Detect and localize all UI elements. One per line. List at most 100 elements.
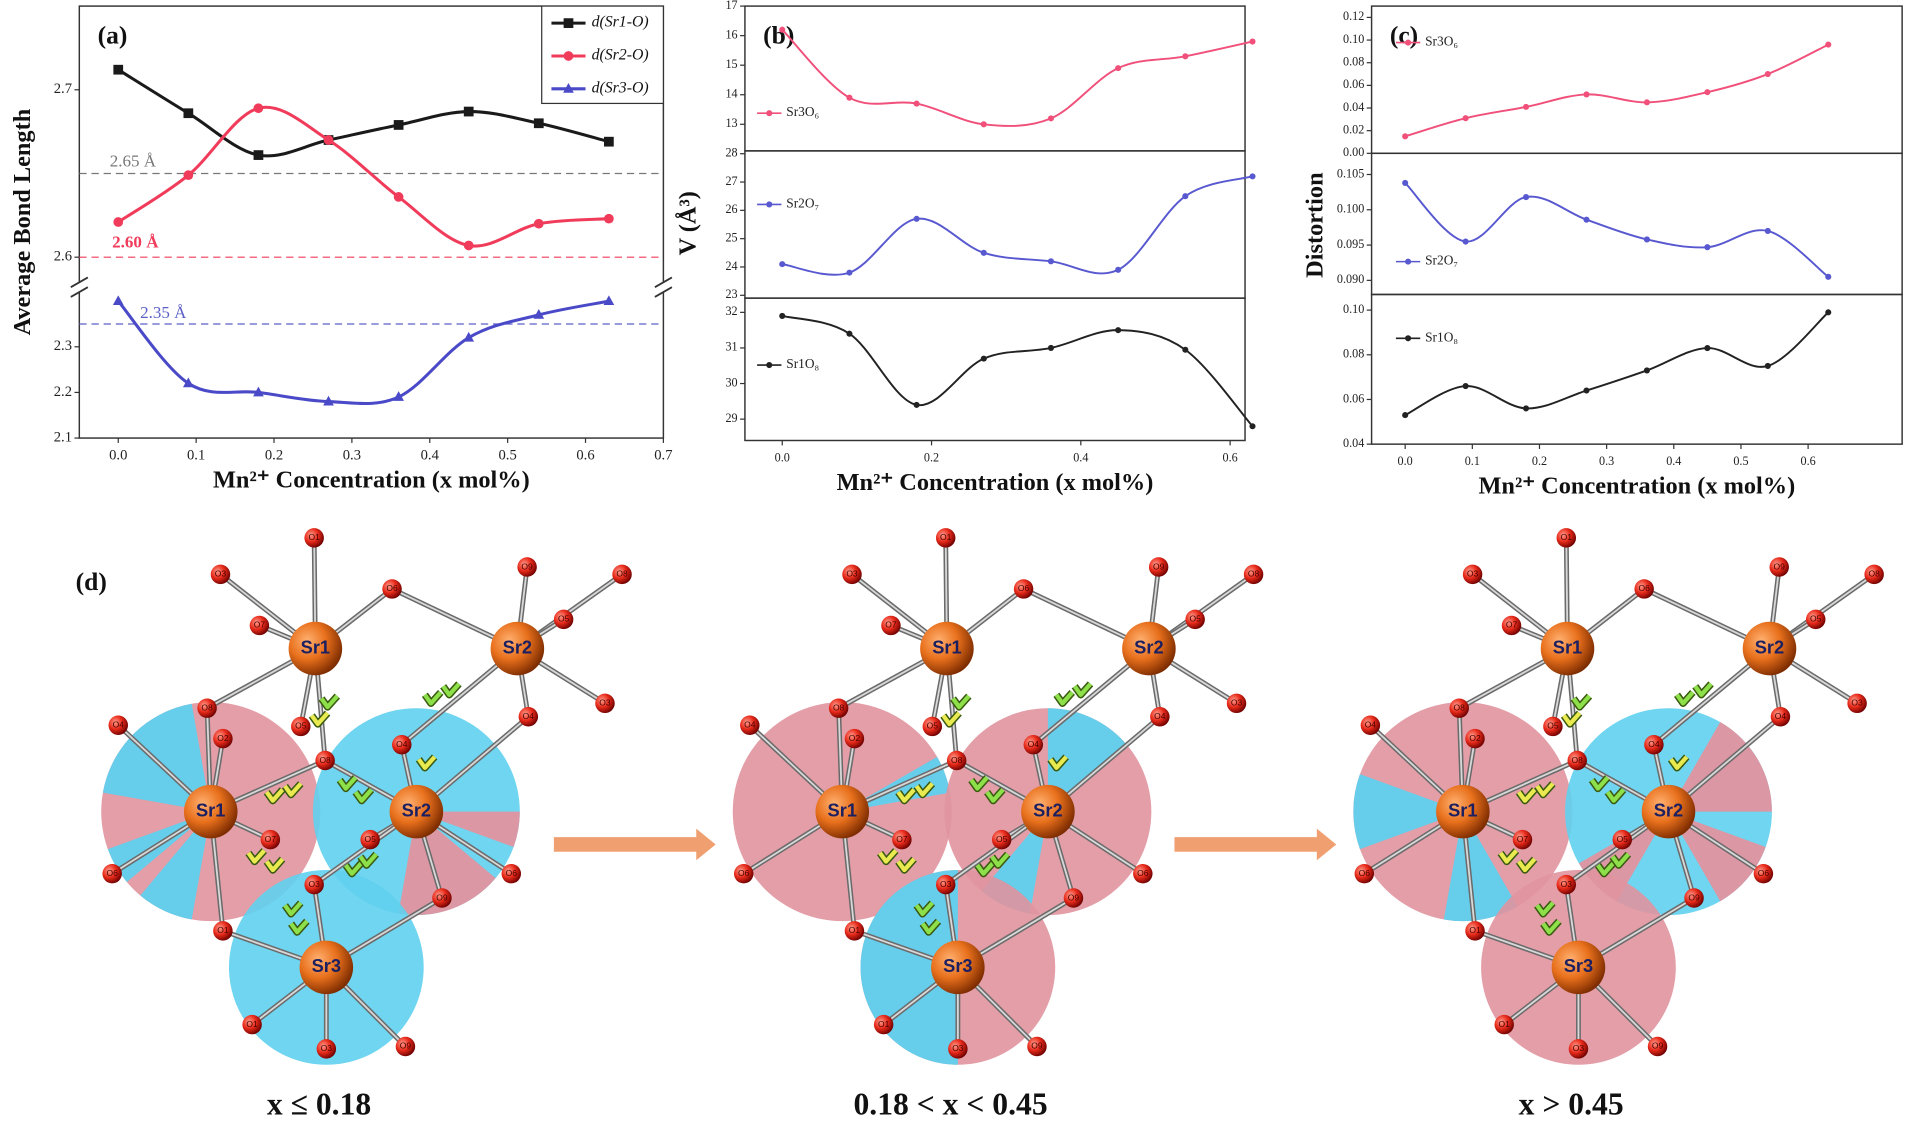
strontium-label: Sr2 [1134, 636, 1163, 657]
marker [253, 386, 264, 397]
oxygen-label: O9 [1652, 1041, 1664, 1051]
chevron [417, 755, 437, 770]
series-line [117, 105, 609, 248]
oxygen-atom [1023, 734, 1044, 755]
y-tick-label: 0.08 [1343, 347, 1364, 361]
x-tick-label: 0.3 [1599, 454, 1614, 468]
oxygen-label: O6 [506, 868, 518, 878]
oxygen-atom [881, 615, 901, 636]
oxygen-atom [360, 829, 380, 850]
chevron [975, 861, 995, 876]
y-tick-label: 32 [725, 304, 737, 318]
oxygen-label: O3 [1467, 569, 1479, 579]
oxygen-atom [946, 750, 967, 771]
oxygen-label: O8 [201, 702, 213, 712]
oxygen-label: O5 [364, 834, 376, 844]
polyhedron-wedge [416, 811, 520, 847]
marker [533, 118, 544, 129]
oxygen-atom [501, 863, 522, 884]
strontium-label: Sr2 [402, 799, 431, 820]
x-tick-label: 0.2 [924, 451, 939, 465]
x-tick-label: 0.6 [1223, 451, 1238, 465]
condition-label: x ≤ 0.18 [267, 1087, 371, 1122]
oxygen-label: O3 [846, 569, 858, 579]
chevron [344, 861, 364, 876]
strontium-atom [183, 784, 238, 839]
chevron [951, 694, 971, 710]
oxygen-label: O7 [265, 834, 277, 844]
marker [323, 395, 334, 406]
x-tick-label: 0.5 [499, 448, 517, 464]
y-tick-label: 0.105 [1337, 166, 1364, 180]
x-tick-label: 0.2 [1532, 454, 1547, 468]
chevron [283, 901, 303, 916]
marker [1249, 423, 1256, 430]
oxygen-label: O5 [1189, 614, 1201, 624]
y-tick-label: 27 [725, 174, 737, 188]
condition-label: 0.18 < x < 0.45 [853, 1087, 1047, 1122]
oxygen-label: O1 [878, 1019, 890, 1029]
strontium-atom [1122, 621, 1176, 676]
chevron [423, 690, 443, 706]
x-tick-label: 0.6 [576, 448, 594, 464]
oxygen-atom [395, 1036, 416, 1057]
chevron [1498, 849, 1518, 864]
series-line [782, 175, 1253, 276]
strontium-label: Sr1 [301, 636, 330, 657]
chevron [1590, 776, 1610, 791]
marker [604, 136, 614, 147]
oxygen-label: O3 [940, 879, 952, 889]
oxygen-atom [197, 698, 217, 718]
oxygen-atom [108, 715, 128, 735]
marker [1764, 362, 1771, 369]
polyhedron-wedge [1353, 774, 1463, 850]
oxygen-label: O7 [896, 834, 908, 844]
marker [323, 135, 334, 145]
y-tick-label: 24 [725, 259, 737, 273]
oxygen-atom [1770, 706, 1791, 727]
oxygen-atom [517, 557, 537, 577]
strontium-atom [299, 940, 354, 995]
oxygen-atom [1243, 564, 1264, 585]
oxygen-atom [1556, 874, 1577, 895]
marker [1402, 133, 1409, 140]
strontium-atom [1742, 621, 1797, 676]
oxygen-atom [518, 706, 539, 727]
oxygen-atom [304, 874, 324, 895]
oxygen-label: O1 [1561, 532, 1573, 542]
strontium-atom [815, 784, 870, 839]
marker [183, 108, 194, 119]
y-tick-label: 0.12 [1343, 9, 1364, 23]
oxygen-atom [1449, 698, 1469, 718]
y-tick-label: 0.100 [1337, 202, 1364, 216]
strontium-atom [490, 621, 545, 676]
oxygen-label: O9 [1688, 892, 1700, 902]
oxygen-label: O9 [1153, 561, 1165, 571]
oxygen-atom [1556, 528, 1577, 548]
marker [463, 331, 475, 342]
break-mark [70, 276, 89, 288]
oxygen-label: O7 [1506, 620, 1518, 630]
oxygen-atom [935, 874, 956, 895]
label-marker [1405, 335, 1412, 342]
oxygen-label: O3 [308, 879, 320, 889]
marker [113, 64, 124, 75]
oxygen-label: O3 [599, 698, 611, 708]
oxygen-atom [844, 728, 865, 749]
reference-label: 2.65 Å [110, 151, 157, 170]
plot-frame [78, 5, 665, 439]
marker [1047, 115, 1055, 122]
x-tick-label: 0.4 [1073, 451, 1088, 465]
reference-label: 2.35 Å [140, 303, 187, 322]
chevron [920, 919, 940, 935]
strontium-label: Sr2 [1033, 799, 1062, 820]
marker [846, 94, 853, 101]
oxygen-label: O7 [254, 620, 266, 630]
y-tick-label: 16 [725, 27, 737, 41]
marker [1402, 179, 1409, 187]
marker [563, 51, 574, 61]
oxygen-atom [892, 829, 912, 850]
polyhedron-wedge [140, 811, 211, 920]
